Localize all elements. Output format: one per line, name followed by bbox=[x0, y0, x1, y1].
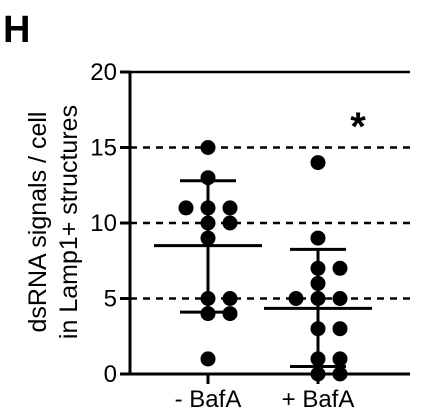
y-axis-label-line-2: in Lamp1+ structures bbox=[55, 105, 83, 339]
data-point bbox=[200, 351, 216, 367]
data-point bbox=[200, 306, 216, 322]
data-point bbox=[310, 230, 326, 246]
data-point bbox=[332, 260, 348, 276]
y-axis-label-line-1: dsRNA signals / cell bbox=[24, 112, 52, 333]
x-tick-label: - BafA bbox=[175, 386, 242, 413]
data-point bbox=[178, 200, 194, 216]
data-points bbox=[178, 140, 348, 382]
data-point bbox=[288, 291, 304, 306]
gridlines bbox=[130, 146, 410, 300]
data-point bbox=[200, 291, 216, 306]
data-point bbox=[310, 351, 326, 367]
tick-labels: 0 5 10 15 20 - BafA + BafA bbox=[90, 59, 354, 413]
data-point bbox=[310, 260, 326, 276]
data-point bbox=[200, 215, 216, 231]
y-tick-label: 5 bbox=[104, 286, 117, 313]
data-point bbox=[310, 155, 326, 171]
y-tick-label: 10 bbox=[90, 210, 117, 237]
x-tick-label: + BafA bbox=[282, 386, 355, 413]
data-point bbox=[310, 275, 326, 291]
significance-marker: * bbox=[350, 105, 366, 149]
data-point bbox=[200, 230, 216, 246]
y-tick-label: 20 bbox=[90, 59, 117, 86]
data-point bbox=[332, 291, 348, 306]
data-point bbox=[200, 200, 216, 216]
y-tick-label: 0 bbox=[104, 361, 117, 388]
data-point bbox=[222, 215, 238, 231]
data-point bbox=[332, 321, 348, 337]
data-point bbox=[222, 306, 238, 322]
annotations: * bbox=[350, 105, 366, 149]
data-point bbox=[310, 291, 326, 306]
data-point bbox=[222, 291, 238, 306]
data-point bbox=[332, 351, 348, 367]
data-point bbox=[222, 200, 238, 216]
data-point bbox=[310, 321, 326, 337]
data-point bbox=[200, 140, 216, 155]
y-tick-label: 15 bbox=[90, 135, 117, 162]
axes bbox=[120, 70, 410, 384]
panel-label: H bbox=[3, 9, 30, 51]
data-point bbox=[200, 170, 216, 186]
